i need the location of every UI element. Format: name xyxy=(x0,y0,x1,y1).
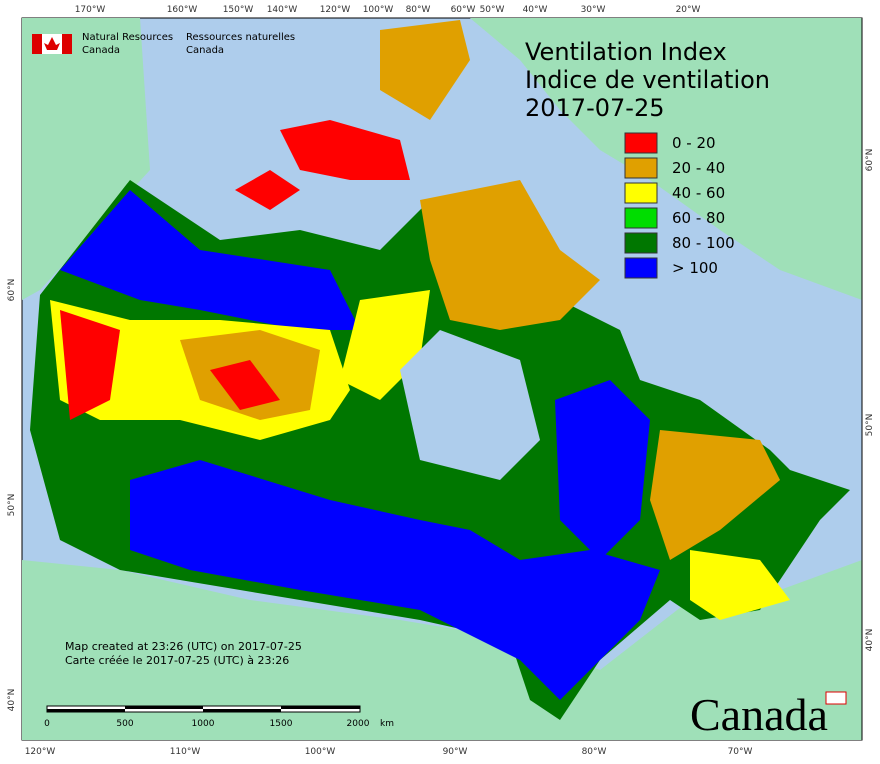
title: Indice de ventilation xyxy=(525,66,770,94)
scale-bar-segment xyxy=(281,706,360,709)
region-blue-quebec xyxy=(555,380,650,560)
credit: Carte créée le 2017-07-25 (UTC) à 23:26 xyxy=(65,654,289,667)
longitude-label: 50°W xyxy=(480,5,505,15)
org-en: Natural Resources xyxy=(82,32,173,43)
region-red-arctic-2 xyxy=(235,170,300,210)
latitude-label: 50°N xyxy=(865,414,875,437)
latitude-label: 60°N xyxy=(7,279,17,302)
legend-swatch xyxy=(624,207,658,229)
region-blue-south xyxy=(130,460,660,700)
legend-swatch xyxy=(624,157,658,179)
longitude-label: 110°W xyxy=(170,747,201,757)
legend-label: 60 - 80 xyxy=(672,209,725,227)
org-fr: Ressources naturelles xyxy=(186,32,295,43)
longitude-label: 20°W xyxy=(676,5,701,15)
longitude-label: 70°W xyxy=(728,747,753,757)
longitude-label: 100°W xyxy=(363,5,394,15)
longitude-label: 80°W xyxy=(582,747,607,757)
graticule-labels: 170°W 160°W 150°W 140°W 120°W 100°W 80°W 60°W 50… xyxy=(7,5,875,757)
alaska xyxy=(22,18,150,300)
legend-swatch xyxy=(624,182,658,204)
scale-labels: 0 500 1000 1500 2000 km xyxy=(44,719,394,729)
longitude-label: 60°W xyxy=(451,5,476,15)
longitude-label: 140°W xyxy=(267,5,298,15)
scale-unit: km xyxy=(380,719,394,729)
usa xyxy=(22,560,862,740)
legend-swatch xyxy=(624,132,658,154)
legend-label: 0 - 20 xyxy=(672,134,716,152)
longitude-label: 40°W xyxy=(523,5,548,15)
longitude-label: 170°W xyxy=(75,5,106,15)
org-fr: Canada xyxy=(186,45,224,56)
legend-label: 40 - 60 xyxy=(672,184,725,202)
latitude-label: 60°N xyxy=(865,149,875,172)
title: Ventilation Index xyxy=(525,38,727,66)
longitude-label: 30°W xyxy=(581,5,606,15)
longitude-label: 80°W xyxy=(406,5,431,15)
scale-label: 1000 xyxy=(192,719,215,729)
map-frame xyxy=(21,17,863,741)
longitude-label: 100°W xyxy=(305,747,336,757)
flag-bar xyxy=(32,34,42,54)
scale-label: 0 xyxy=(44,719,50,729)
region-orange-east xyxy=(650,430,780,560)
legend-label: 80 - 100 xyxy=(672,234,735,252)
wordmark: Canada xyxy=(690,689,828,740)
flag-bar xyxy=(62,34,72,54)
legend-swatch xyxy=(624,232,658,254)
longitude-label: 160°W xyxy=(167,5,198,15)
hudson-bay xyxy=(400,330,540,480)
title: 2017-07-25 xyxy=(525,94,664,122)
region-red-arctic xyxy=(280,120,410,180)
region-yellow-maritimes xyxy=(690,550,790,620)
scale-label: 1500 xyxy=(270,719,293,729)
latitude-label: 40°N xyxy=(865,629,875,652)
longitude-label: 150°W xyxy=(223,5,254,15)
scale-label: 2000 xyxy=(347,719,370,729)
flag-leaf xyxy=(44,37,60,50)
longitude-label: 120°W xyxy=(25,747,56,757)
longitude-label: 120°W xyxy=(320,5,351,15)
scale-bar-segment xyxy=(203,709,281,712)
scale-bar-segment xyxy=(125,706,203,709)
region-orange-northeast xyxy=(420,180,600,330)
legend-label: > 100 xyxy=(672,259,718,277)
credit: Map created at 23:26 (UTC) on 2017-07-25 xyxy=(65,640,302,653)
region-red-west xyxy=(60,310,120,420)
scale-bar xyxy=(46,705,361,713)
latitude-label: 50°N xyxy=(7,494,17,517)
legend-label: 20 - 40 xyxy=(672,159,725,177)
greenland xyxy=(470,18,862,300)
header: Natural Resources Canada Ressources natu… xyxy=(32,32,295,56)
longitude-label: 90°W xyxy=(443,747,468,757)
region-blue-north xyxy=(60,190,360,330)
scale-bar-segment xyxy=(47,709,125,712)
region-red-center xyxy=(210,360,280,410)
org-en: Canada xyxy=(82,45,120,56)
legend-swatch xyxy=(624,257,658,279)
wordmark-flag xyxy=(825,691,847,705)
scale-label: 500 xyxy=(116,719,133,729)
latitude-label: 40°N xyxy=(7,689,17,712)
legend: 0 - 20 20 - 40 40 - 60 60 - 80 80 - 100 > 100 xyxy=(624,132,735,279)
region-orange-arctic xyxy=(380,20,470,120)
